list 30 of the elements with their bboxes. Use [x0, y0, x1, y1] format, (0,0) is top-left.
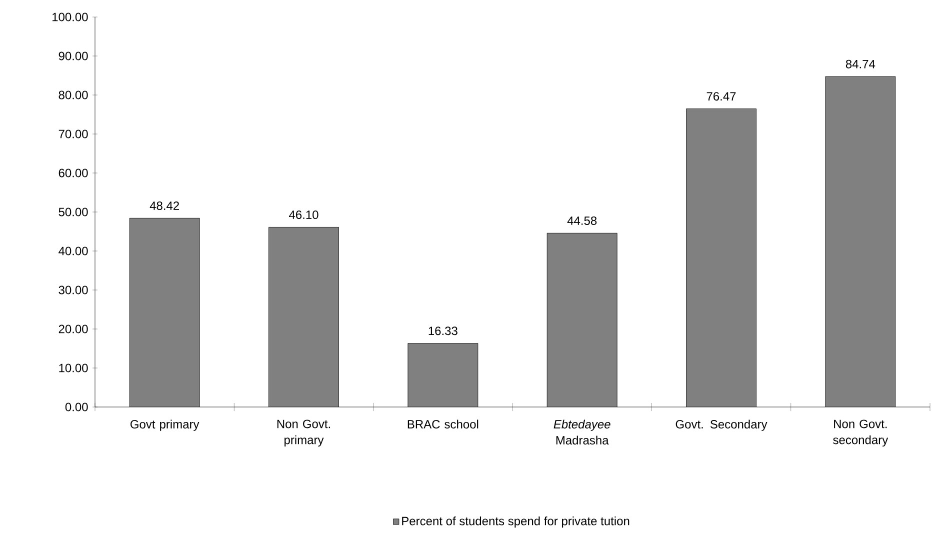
y-tick-label: 70.00	[58, 130, 88, 138]
x-tick-label: Govt primary	[130, 420, 200, 431]
legend-label: Percent of students spend for private tution	[402, 516, 630, 528]
data-label: 44.58	[567, 216, 597, 225]
y-tick-label: 10.00	[59, 364, 88, 372]
bar	[130, 218, 200, 407]
bar	[268, 227, 339, 407]
y-tick-label: 20.00	[58, 324, 88, 334]
data-label: 48.42	[150, 201, 179, 210]
y-tick-label: 60.00	[58, 168, 88, 178]
y-tick-label: 80.00	[58, 90, 88, 100]
y-tick-label: 30.00	[58, 286, 88, 294]
bar	[408, 343, 478, 407]
data-label: 46.10	[289, 210, 318, 220]
x-tick-label: Non Govt. primary	[277, 420, 330, 447]
y-tick-label: 90.00	[58, 52, 88, 60]
x-tick-label: Non Govt. secondary	[833, 420, 888, 447]
y-tick-label: 100.00	[52, 12, 88, 22]
y-tick-label: 40.00	[58, 246, 88, 256]
data-label: 84.74	[846, 60, 876, 68]
data-label: 16.33	[428, 326, 458, 336]
x-tick-label: Ebtedayee Madrasha	[554, 420, 610, 445]
y-tick-label: 0.00	[65, 402, 88, 412]
data-label: 76.47	[706, 92, 736, 101]
bar	[547, 233, 618, 407]
x-tick-label: Govt. Secondary	[676, 420, 768, 431]
y-tick-label: 50.00	[58, 208, 88, 216]
bar	[825, 76, 896, 407]
bar	[686, 108, 756, 407]
x-tick-label: BRAC school	[408, 420, 478, 429]
